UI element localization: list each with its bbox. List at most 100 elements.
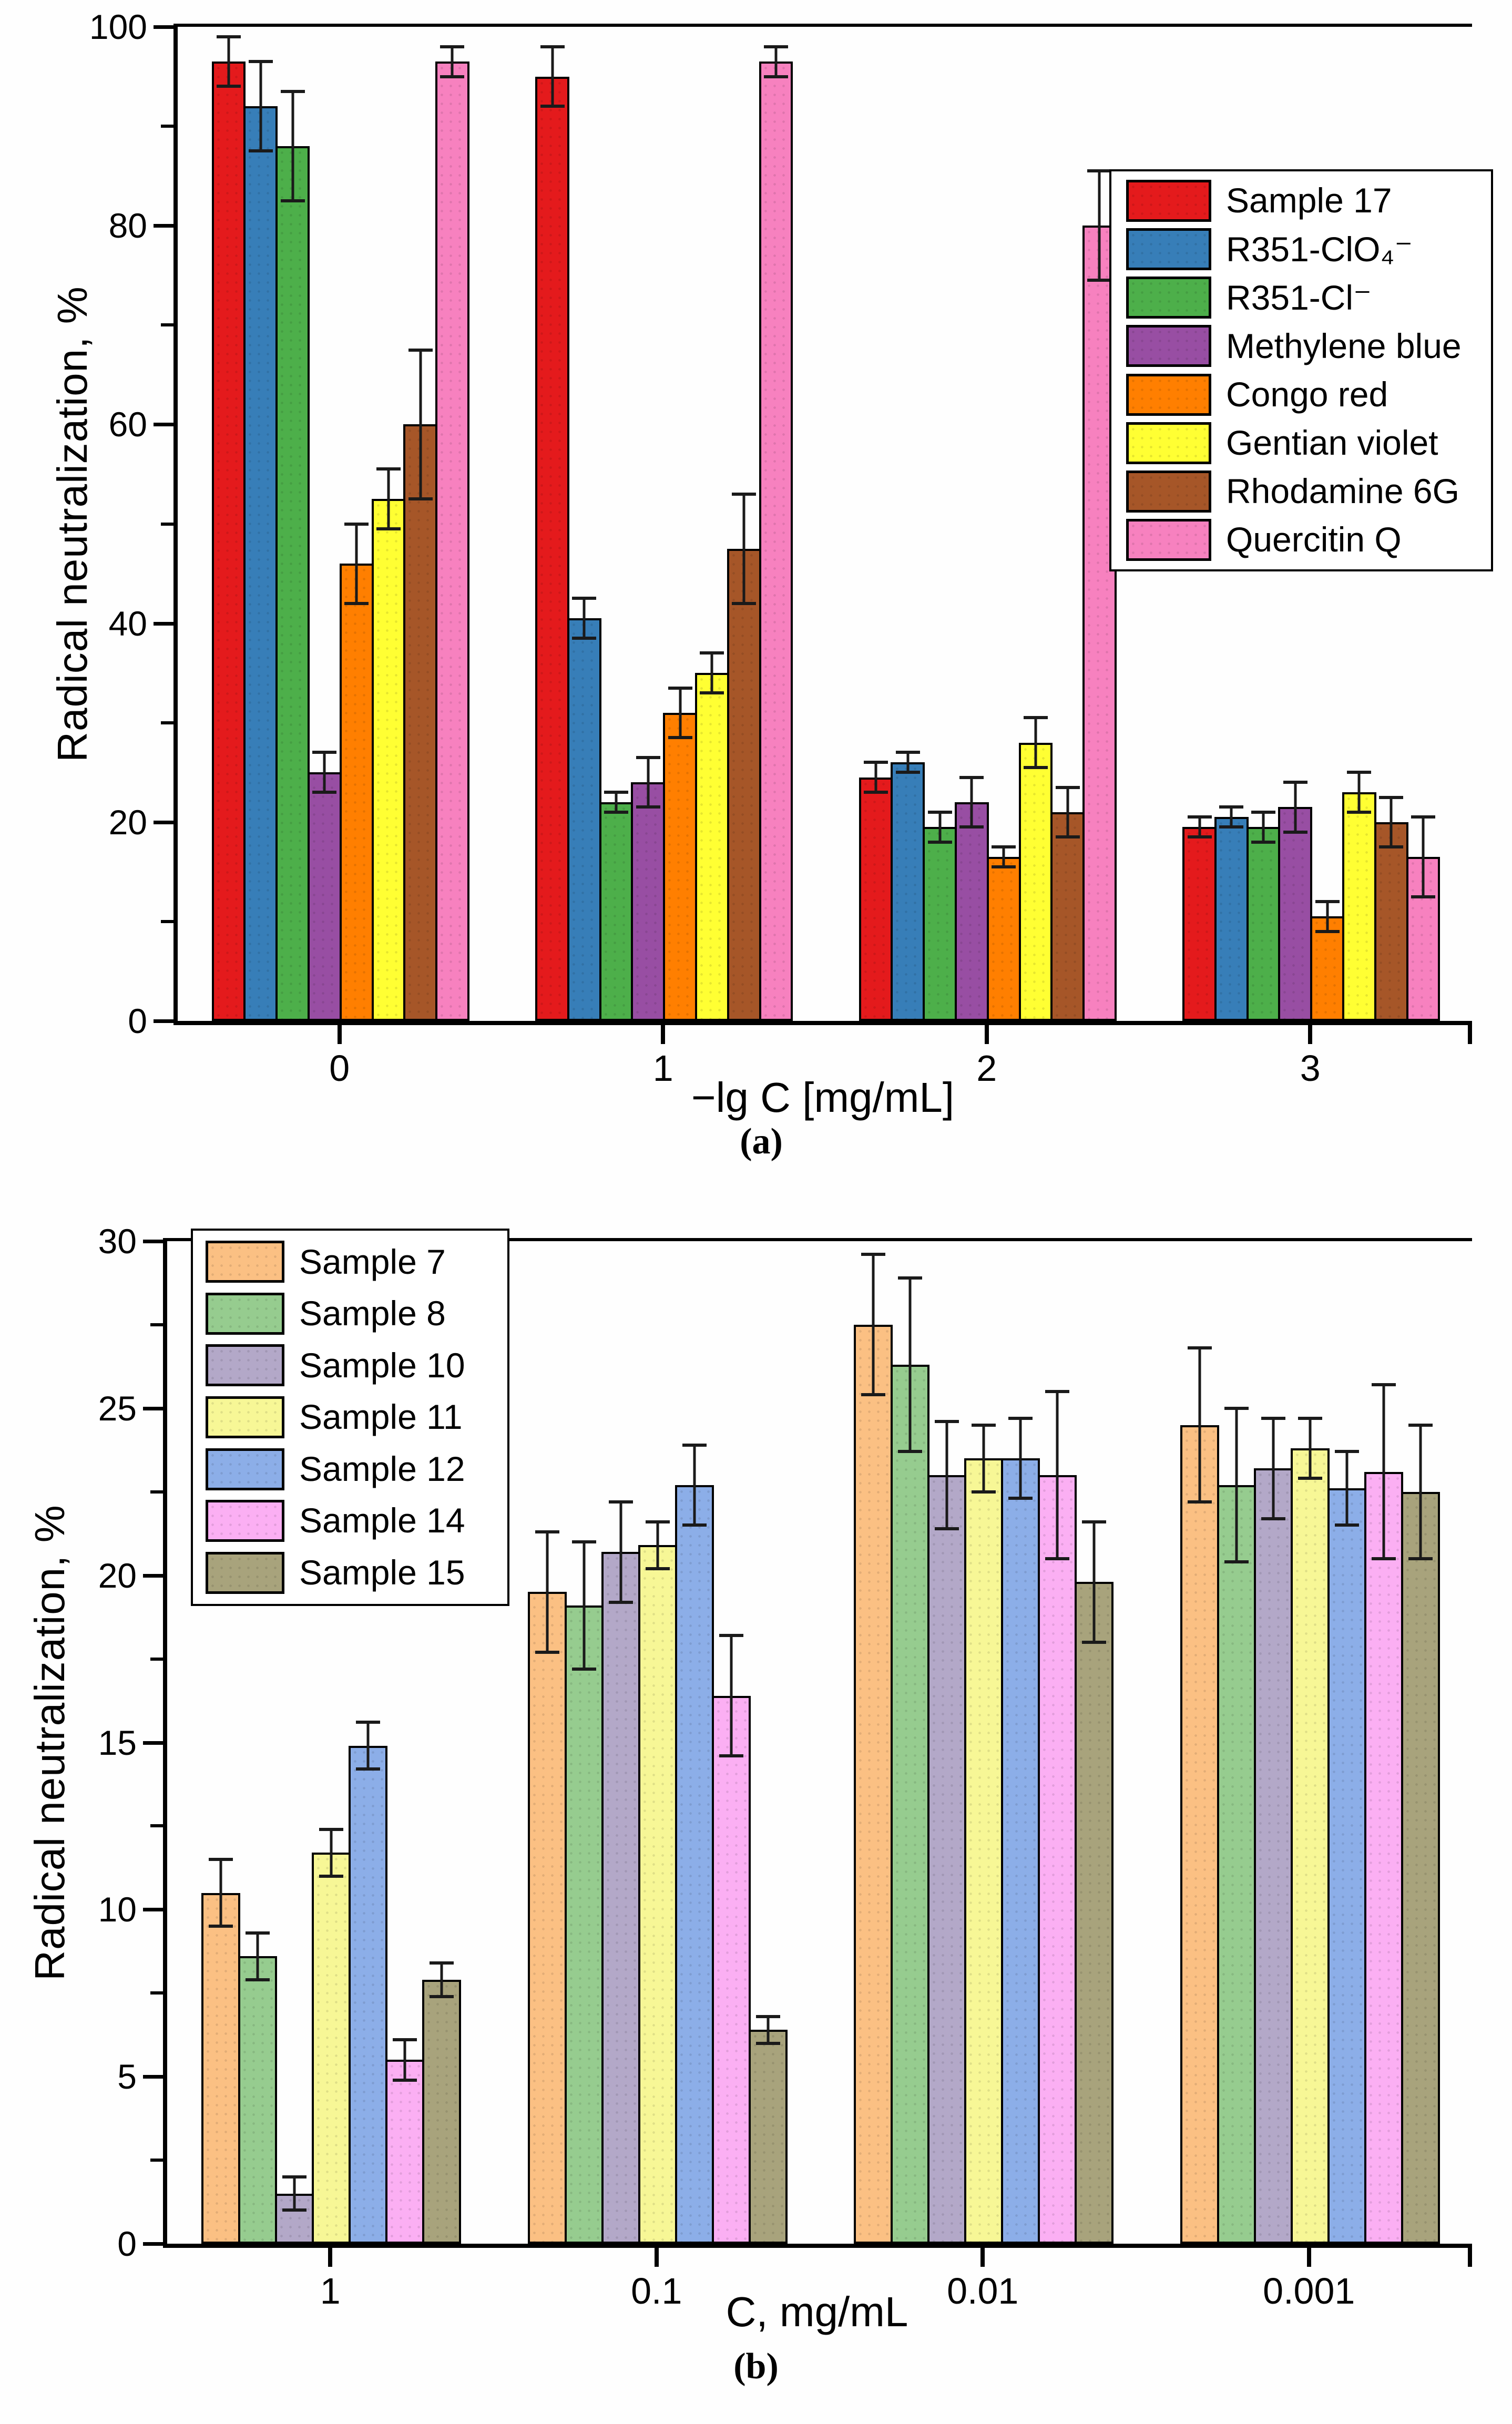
bar-sample-15 bbox=[1401, 1491, 1440, 2244]
error-bar-cap bbox=[535, 1650, 559, 1654]
legend-series-label: Sample 17 bbox=[1226, 181, 1392, 220]
bar-sample-7 bbox=[527, 1592, 567, 2244]
y-major-tick bbox=[143, 2242, 163, 2246]
error-bar-cap bbox=[959, 825, 984, 829]
x-tick-label: 2 bbox=[976, 1048, 997, 1089]
error-bar-cap bbox=[1251, 810, 1276, 814]
legend-item: Congo red bbox=[1126, 373, 1486, 416]
error-bar-cap bbox=[209, 1925, 233, 1928]
error-bar-cap bbox=[280, 89, 305, 93]
y-minor-tick bbox=[150, 1824, 163, 1828]
error-bar-cap bbox=[1087, 279, 1112, 282]
error-bar bbox=[1235, 1408, 1238, 1562]
error-bar-cap bbox=[668, 686, 692, 690]
bar-sample-15 bbox=[422, 1979, 462, 2244]
bar-r351-cl- bbox=[1246, 827, 1281, 1021]
error-bar-cap bbox=[571, 1667, 596, 1671]
bar-gentian-violet bbox=[1018, 742, 1053, 1021]
error-bar-cap bbox=[895, 751, 920, 754]
bar-sample-10 bbox=[1253, 1468, 1293, 2244]
error-bar-cap bbox=[1334, 1523, 1359, 1527]
error-bar-cap bbox=[282, 2175, 307, 2178]
error-bar-cap bbox=[1187, 1500, 1212, 1504]
error-bar-cap bbox=[864, 791, 888, 794]
bar-methylene-blue bbox=[307, 772, 342, 1021]
bar-sample-14 bbox=[385, 2060, 425, 2244]
bar-r351-cl- bbox=[923, 827, 957, 1021]
legend-color-swatch bbox=[1126, 180, 1211, 222]
error-bar-cap bbox=[393, 2038, 417, 2042]
error-bar-cap bbox=[572, 597, 597, 600]
error-bar bbox=[615, 792, 618, 812]
error-bar bbox=[291, 91, 294, 201]
bar-sample-17 bbox=[859, 777, 893, 1021]
x-tick-label: 0.1 bbox=[631, 2270, 682, 2312]
error-bar-cap bbox=[732, 492, 757, 496]
error-bar bbox=[1034, 718, 1037, 768]
y-tick-label: 30 bbox=[98, 1222, 137, 1261]
error-bar-cap bbox=[898, 1276, 923, 1280]
legend-item: Quercitin Q bbox=[1126, 518, 1486, 561]
error-bar-cap bbox=[927, 810, 952, 814]
error-bar-cap bbox=[645, 1567, 670, 1570]
error-bar-cap bbox=[430, 1961, 454, 1965]
y-major-tick bbox=[154, 820, 173, 824]
error-bar-cap bbox=[1411, 895, 1435, 898]
y-major-tick bbox=[143, 1573, 163, 1578]
y-tick-label: 80 bbox=[108, 206, 147, 246]
error-bar-cap bbox=[864, 761, 888, 764]
legend-item: Sample 11 bbox=[206, 1396, 502, 1438]
bar-congo-red bbox=[986, 857, 1021, 1021]
error-bar-cap bbox=[992, 865, 1016, 868]
error-bar bbox=[1357, 772, 1361, 812]
x-tick-label: 3 bbox=[1300, 1048, 1321, 1089]
legend-item: Sample 12 bbox=[206, 1448, 502, 1490]
bar-methylene-blue bbox=[631, 782, 666, 1021]
error-bar-cap bbox=[209, 1857, 233, 1861]
error-bar bbox=[1419, 1425, 1422, 1559]
error-bar-cap bbox=[1379, 845, 1404, 849]
bar-congo-red bbox=[339, 564, 374, 1021]
bar-sample-7 bbox=[1180, 1425, 1219, 2244]
error-bar-cap bbox=[1224, 1560, 1249, 1564]
legend-color-swatch bbox=[206, 1241, 284, 1283]
legend-item: R351-ClO₄⁻ bbox=[1126, 228, 1486, 271]
legend-color-swatch bbox=[206, 1344, 284, 1387]
panel-b-x-axis-title: C, mg/mL bbox=[726, 2288, 908, 2335]
legend-color-swatch bbox=[1126, 518, 1211, 561]
error-bar-cap bbox=[732, 601, 757, 605]
error-bar-cap bbox=[755, 2041, 780, 2045]
bar-sample-14 bbox=[1038, 1475, 1077, 2244]
error-bar-cap bbox=[1224, 1406, 1249, 1410]
error-bar-cap bbox=[356, 1721, 381, 1724]
bar-sample-17 bbox=[1182, 827, 1217, 1021]
y-major-tick bbox=[154, 423, 173, 427]
panel-b-legend: Sample 7 Sample 8 Sample 10 Sample 11 Sample… bbox=[191, 1229, 509, 1606]
error-bar bbox=[259, 62, 262, 151]
y-tick-label: 40 bbox=[108, 604, 147, 643]
error-bar bbox=[1198, 1348, 1201, 1502]
error-bar-cap bbox=[668, 736, 692, 740]
legend-item: Sample 17 bbox=[1126, 180, 1486, 222]
error-bar bbox=[647, 757, 650, 807]
error-bar-cap bbox=[217, 35, 241, 38]
error-bar-cap bbox=[895, 771, 920, 774]
error-bar-cap bbox=[763, 45, 788, 48]
bar-congo-red bbox=[1310, 916, 1345, 1021]
x-major-tick bbox=[328, 2248, 333, 2267]
error-bar-cap bbox=[376, 467, 401, 471]
error-bar-cap bbox=[935, 1420, 959, 1424]
error-bar-cap bbox=[408, 497, 433, 501]
y-minor-tick bbox=[150, 2159, 163, 2162]
error-bar-cap bbox=[682, 1523, 707, 1527]
legend-series-label: Gentian violet bbox=[1226, 423, 1438, 463]
error-bar-cap bbox=[1371, 1557, 1396, 1560]
error-bar-cap bbox=[344, 601, 369, 605]
error-bar-cap bbox=[430, 1995, 454, 1998]
y-tick-label: 0 bbox=[117, 2224, 137, 2263]
error-bar-cap bbox=[935, 1527, 959, 1530]
error-bar bbox=[551, 46, 554, 107]
bar-sample-12 bbox=[1327, 1488, 1366, 2244]
legend-series-label: R351-Cl⁻ bbox=[1226, 278, 1372, 317]
